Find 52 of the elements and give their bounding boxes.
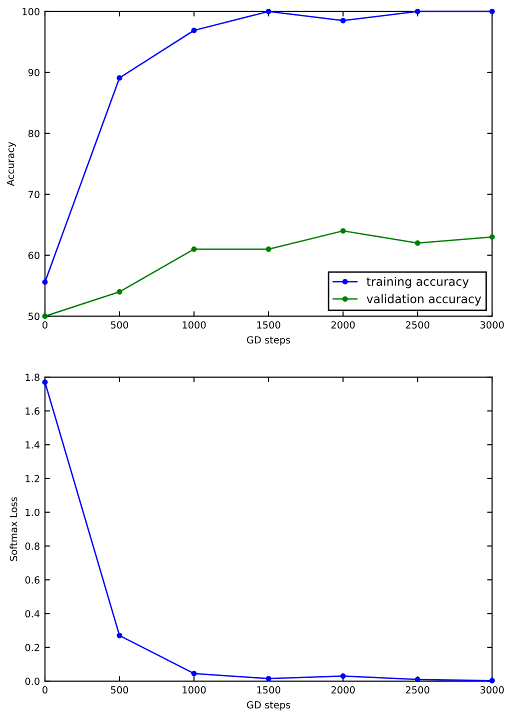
point: [116, 289, 122, 295]
x-tick-label: 3000: [480, 686, 504, 694]
y-tick-label: 0.4: [25, 610, 40, 618]
point: [116, 632, 122, 638]
x-axis-title: GD steps: [246, 701, 290, 710]
x-tick-label: 2500: [406, 321, 430, 329]
y-tick-label: 0.2: [25, 644, 40, 652]
point: [414, 8, 420, 14]
point: [414, 240, 420, 246]
x-tick-label: 1000: [182, 686, 206, 694]
y-tick-label: 1.2: [26, 474, 40, 482]
y-tick-label: 100: [22, 8, 40, 16]
x-tick-label: 1500: [257, 686, 280, 694]
y-tick-label: 1.4: [26, 441, 40, 448]
y-tick-label: 1.0: [26, 508, 40, 516]
x-tick-label: 0: [42, 686, 48, 694]
y-tick-label: 0.0: [25, 678, 40, 685]
x-tick-label: 1500: [257, 321, 280, 329]
point: [266, 8, 272, 14]
point: [340, 673, 346, 679]
y-tick-label: 50: [28, 312, 40, 320]
x-tick-label: 2000: [331, 321, 355, 329]
legend-label: validation accuracy: [366, 294, 482, 306]
point: [489, 234, 495, 240]
x-tick-label: 1000: [182, 321, 206, 329]
point: [42, 279, 48, 285]
point: [116, 75, 122, 81]
point: [191, 670, 197, 676]
x-tick-label: 500: [110, 686, 128, 694]
y-axis-title: Accuracy: [6, 142, 16, 186]
y-axis-title: Softmax Loss: [10, 497, 18, 561]
y-tick-label: 1.8: [26, 374, 40, 381]
y-tick-label: 60: [28, 252, 40, 260]
y-tick-label: 90: [28, 68, 40, 76]
point: [191, 28, 197, 34]
y-tick-label: 1.6: [26, 407, 40, 415]
x-tick-label: 3000: [480, 321, 504, 329]
point: [191, 246, 197, 252]
legend-label: training accuracy: [366, 276, 469, 288]
x-tick-label: 500: [110, 321, 128, 329]
point: [340, 228, 346, 234]
y-tick-label: 70: [28, 190, 40, 198]
y-tick-label: 80: [28, 130, 40, 138]
x-tick-label: 2500: [406, 686, 430, 694]
x-tick-label: 0: [42, 321, 48, 329]
x-axis-title: GD steps: [246, 336, 290, 346]
point: [266, 246, 272, 252]
x-tick-label: 2000: [331, 686, 355, 694]
point: [414, 676, 420, 682]
y-tick-label: 0.6: [25, 576, 40, 584]
y-tick-label: 0.8: [25, 542, 40, 550]
point: [340, 18, 346, 24]
